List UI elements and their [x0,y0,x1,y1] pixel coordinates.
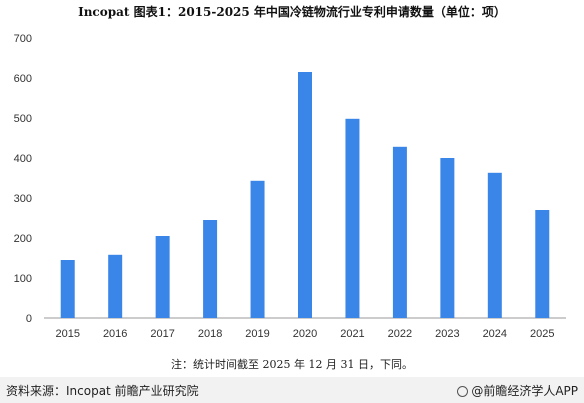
chart-title: Incopat 图表1：2015-2025 年中国冷链物流行业专利申请数量（单位… [78,5,506,19]
y-tick-label: 200 [14,233,32,245]
bar-2023 [440,158,455,318]
y-tick-label: 300 [14,193,32,205]
bars [60,72,550,318]
bar-2020 [298,72,312,318]
x-tick-label: 2020 [293,328,317,340]
x-tick-label: 2025 [530,328,554,340]
y-tick-label: 0 [26,313,32,325]
y-tick-label: 600 [14,73,32,85]
bar-2017 [155,236,170,318]
brand-text: @前瞻经济学人APP [471,384,578,398]
bar-2022 [392,146,407,318]
y-axis-ticks: 0 100 200 300 400 500 600 700 [14,33,32,325]
bar-2018 [203,220,218,318]
y-tick-label: 500 [14,113,32,125]
x-tick-label: 2019 [245,328,269,340]
brand-label: @前瞻经济学人APP [457,382,578,399]
x-axis-ticks: 2015 2016 2017 2018 2019 2020 2021 2022 2023 2024… [55,328,554,340]
x-tick-label: 2016 [103,328,127,340]
y-tick-label: 100 [14,273,32,285]
x-tick-label: 2024 [483,328,507,340]
y-tick-label: 400 [14,153,32,165]
bar-2016 [108,254,123,318]
x-tick-label: 2023 [435,328,459,340]
bar-2021 [345,118,360,318]
footer: 资料来源：Incopat 前瞻产业研究院 @前瞻经济学人APP [0,377,584,403]
x-tick-label: 2022 [388,328,412,340]
y-tick-label: 700 [14,33,32,45]
x-tick-label: 2021 [340,328,364,340]
bar-2024 [487,172,502,318]
bar-2025 [535,210,550,318]
brand-icon [457,386,469,397]
source-text: 资料来源：Incopat 前瞻产业研究院 [6,384,199,398]
x-tick-label: 2017 [150,328,174,340]
x-tick-label: 2018 [198,328,222,340]
bar-2015 [60,260,75,318]
chart-note: 注：统计时间截至 2025 年 12 月 31 日，下同。 [171,358,413,371]
x-tick-label: 2015 [55,328,79,340]
bar-2019 [250,180,265,318]
